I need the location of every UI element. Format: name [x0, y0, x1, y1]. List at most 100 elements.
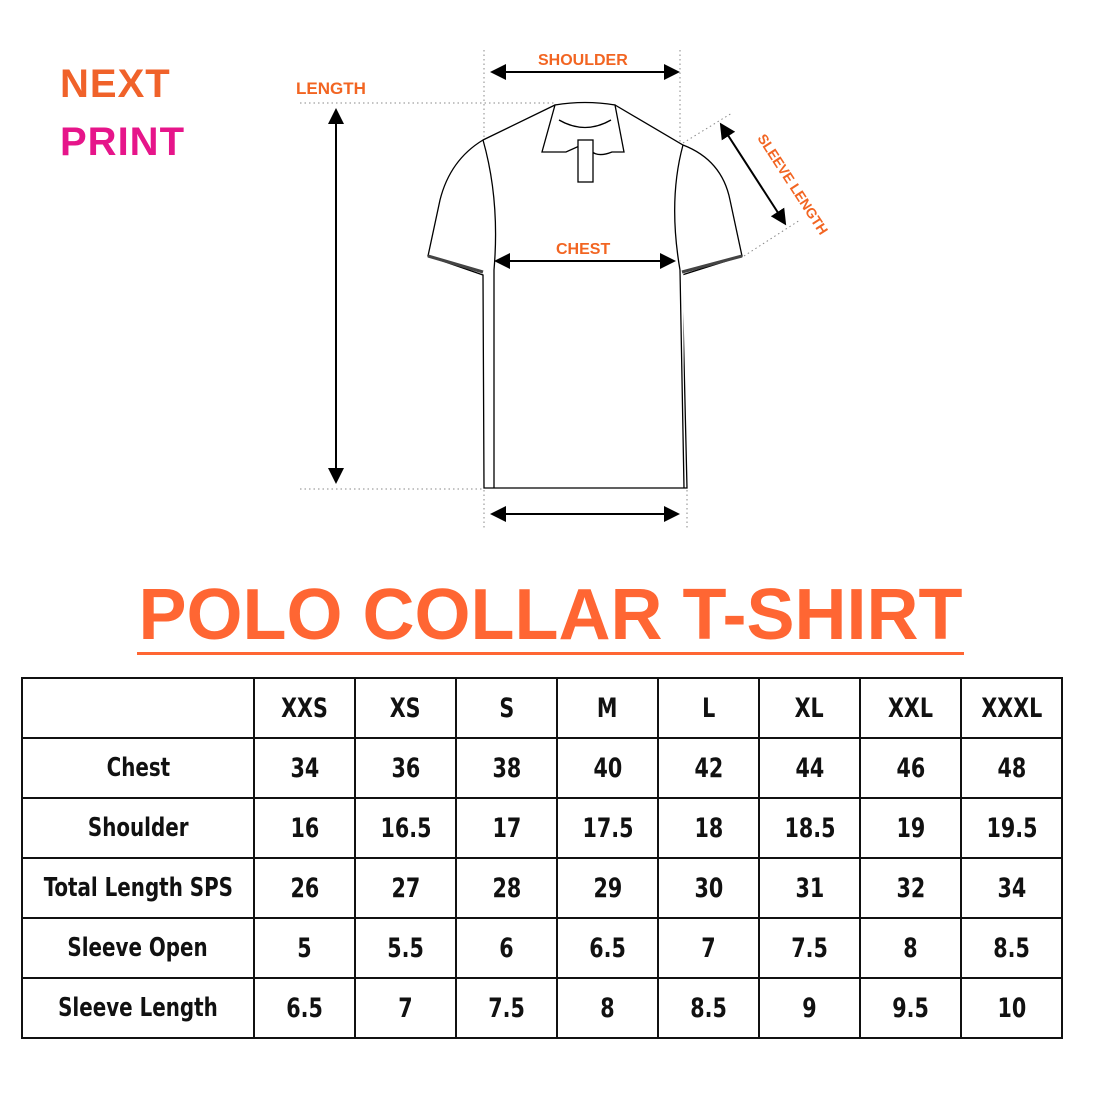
size-value-text: 28	[492, 872, 521, 904]
size-value: 17.5	[556, 797, 659, 859]
size-value: 26	[253, 857, 356, 919]
size-value-text: 19.5	[986, 812, 1037, 844]
page-title: POLO COLLAR T-SHIRT	[0, 578, 1101, 655]
shirt-outline	[427, 101, 743, 489]
size-value: 6	[455, 917, 558, 979]
row-label-text: Sleeve Open	[67, 933, 209, 963]
table-row: Shoulder 16 16.5 17 17.5 18 18.5 19 19.5	[21, 797, 1063, 859]
size-value-text: 31	[795, 872, 824, 904]
table-row: Total Length SPS 26 27 28 29 30 31 32 34	[21, 857, 1063, 919]
size-header-text: XXL	[887, 692, 933, 724]
row-label: Shoulder	[21, 797, 255, 859]
size-header: XXS	[253, 677, 356, 739]
size-value-text: 9	[802, 992, 817, 1024]
size-value: 5	[253, 917, 356, 979]
size-value: 28	[455, 857, 558, 919]
size-value-text: 9.5	[892, 992, 929, 1024]
size-chart-table: XXS XS S M L XL XXL XXXL Chest 34 36 38 40 42 44 46 48 Sh…	[21, 677, 1063, 1039]
size-value-text: 34	[290, 752, 319, 784]
table-row: Chest 34 36 38 40 42 44 46 48	[21, 737, 1063, 799]
size-header-text: XL	[794, 692, 825, 724]
size-value-text: 16	[290, 812, 319, 844]
size-value-text: 26	[290, 872, 319, 904]
size-value-text: 42	[694, 752, 723, 784]
size-value-text: 16.5	[380, 812, 431, 844]
sleeve-length-label: SLEEVE LENGTH	[754, 131, 831, 238]
size-value-text: 6.5	[286, 992, 323, 1024]
logo-print: PRINT	[60, 120, 185, 165]
row-label: Sleeve Open	[21, 917, 255, 979]
size-value: 5.5	[354, 917, 457, 979]
size-value: 40	[556, 737, 659, 799]
size-value: 38	[455, 737, 558, 799]
size-value-text: 8.5	[690, 992, 727, 1024]
logo-next: NEXT	[60, 62, 171, 107]
size-value-text: 48	[997, 752, 1026, 784]
size-value-text: 5.5	[387, 932, 424, 964]
size-value: 16	[253, 797, 356, 859]
size-header-text: XS	[390, 692, 421, 724]
size-value-text: 36	[391, 752, 420, 784]
row-label-text: Total Length SPS	[43, 873, 233, 903]
size-value: 17	[455, 797, 558, 859]
size-value: 48	[960, 737, 1063, 799]
size-value: 30	[657, 857, 760, 919]
header-row: XXS XS S M L XL XXL XXXL	[21, 677, 1063, 739]
size-value: 8	[556, 977, 659, 1039]
size-value-text: 32	[896, 872, 925, 904]
size-value: 7	[354, 977, 457, 1039]
size-value: 16.5	[354, 797, 457, 859]
size-value: 46	[859, 737, 962, 799]
size-header: XS	[354, 677, 457, 739]
size-value: 32	[859, 857, 962, 919]
size-value-text: 27	[391, 872, 420, 904]
size-value: 18	[657, 797, 760, 859]
size-header: M	[556, 677, 659, 739]
size-value: 9.5	[859, 977, 962, 1039]
table-row: Sleeve Open 5 5.5 6 6.5 7 7.5 8 8.5	[21, 917, 1063, 979]
size-value: 7	[657, 917, 760, 979]
length-label: LENGTH	[296, 79, 366, 98]
size-value-text: 10	[997, 992, 1026, 1024]
row-label: Total Length SPS	[21, 857, 255, 919]
size-value-text: 18	[694, 812, 723, 844]
size-value-text: 18.5	[784, 812, 835, 844]
size-value-text: 6	[499, 932, 514, 964]
size-value: 44	[758, 737, 861, 799]
size-value-text: 40	[593, 752, 622, 784]
size-value-text: 44	[795, 752, 824, 784]
size-value-text: 30	[694, 872, 723, 904]
row-label-text: Shoulder	[87, 813, 189, 843]
size-value-text: 7	[701, 932, 716, 964]
size-value: 31	[758, 857, 861, 919]
size-header: S	[455, 677, 558, 739]
size-value-text: 46	[896, 752, 925, 784]
size-header-text: XXS	[281, 692, 328, 724]
size-value-text: 34	[997, 872, 1026, 904]
size-value: 36	[354, 737, 457, 799]
size-value: 27	[354, 857, 457, 919]
guide-lines	[300, 50, 801, 528]
size-header-text: XXXL	[981, 692, 1042, 724]
size-header: XL	[758, 677, 861, 739]
size-header: L	[657, 677, 760, 739]
size-value-text: 19	[896, 812, 925, 844]
size-header: XXL	[859, 677, 962, 739]
page-title-text: POLO COLLAR T-SHIRT	[136, 575, 965, 655]
size-value-text: 7	[398, 992, 413, 1024]
size-value-text: 8	[903, 932, 918, 964]
size-value-text: 7.5	[791, 932, 828, 964]
logo-print-text: PRINT	[60, 120, 185, 164]
size-header-text: L	[701, 692, 716, 724]
logo-next-text: NEXT	[60, 62, 171, 106]
row-label-text: Chest	[106, 753, 170, 783]
size-value: 19.5	[960, 797, 1063, 859]
size-value-text: 38	[492, 752, 521, 784]
size-value-text: 17	[492, 812, 521, 844]
header-corner	[21, 677, 255, 739]
size-value-text: 8	[600, 992, 615, 1024]
measure-arrows	[328, 64, 787, 522]
size-header-text: S	[499, 692, 514, 724]
size-value-text: 7.5	[488, 992, 525, 1024]
size-value: 7.5	[758, 917, 861, 979]
